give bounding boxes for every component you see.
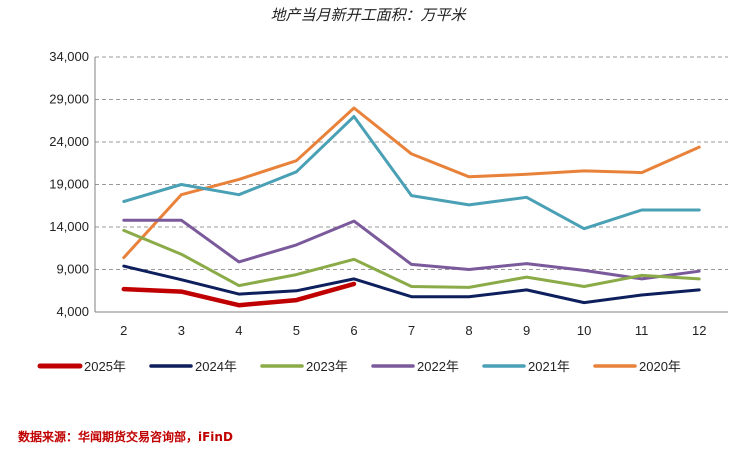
x-tick-label: 7 <box>408 323 415 338</box>
x-tick-label: 11 <box>635 323 649 338</box>
y-tick-label: 34,000 <box>49 49 89 64</box>
source-note: 数据来源：华闻期货交易咨询部，iFinD <box>18 430 233 444</box>
axes <box>94 57 728 313</box>
legend-label: 2022年 <box>417 359 459 374</box>
series-line-2025年 <box>121 281 357 308</box>
legend-label: 2021年 <box>528 359 570 374</box>
legend-label: 2023年 <box>306 359 348 374</box>
y-tick-label: 29,000 <box>49 92 89 107</box>
x-tick-label: 8 <box>465 323 472 338</box>
x-tick-label: 5 <box>293 323 300 338</box>
legend-label: 2025年 <box>84 359 126 374</box>
series-line-2020年 <box>122 106 701 260</box>
chart-title: 地产当月新开工面积：万平米 <box>270 6 466 24</box>
x-tick-label: 4 <box>235 323 242 338</box>
x-tick-label: 12 <box>692 323 706 338</box>
series-line-2024年 <box>122 264 701 305</box>
y-tick-label: 19,000 <box>49 177 89 192</box>
series-line-2022年 <box>122 218 701 281</box>
x-tick-label: 3 <box>178 323 185 338</box>
x-tick-label: 6 <box>350 323 357 338</box>
y-tick-label: 24,000 <box>49 134 89 149</box>
legend: 2025年 2024年 2023年 2022年 2021年 2020年 <box>37 359 681 374</box>
y-tick-label: 9,000 <box>56 262 89 277</box>
legend-label: 2020年 <box>639 359 681 374</box>
y-tick-labels: 4,000 9,000 14,000 19,000 24,000 29,000 34,000 <box>49 49 89 319</box>
grid-lines <box>95 56 728 270</box>
series-line-2021年 <box>122 115 701 231</box>
y-tick-label: 4,000 <box>56 304 89 319</box>
x-tick-label: 9 <box>523 323 530 338</box>
series-line-2023年 <box>122 228 701 289</box>
x-tick-label: 10 <box>577 323 591 338</box>
x-tick-label: 2 <box>120 323 127 338</box>
y-tick-label: 14,000 <box>49 219 89 234</box>
series-lines <box>121 106 701 308</box>
x-tick-labels: 2 3 4 5 6 7 8 9 10 11 12 <box>120 323 706 338</box>
legend-label: 2024年 <box>195 359 237 374</box>
